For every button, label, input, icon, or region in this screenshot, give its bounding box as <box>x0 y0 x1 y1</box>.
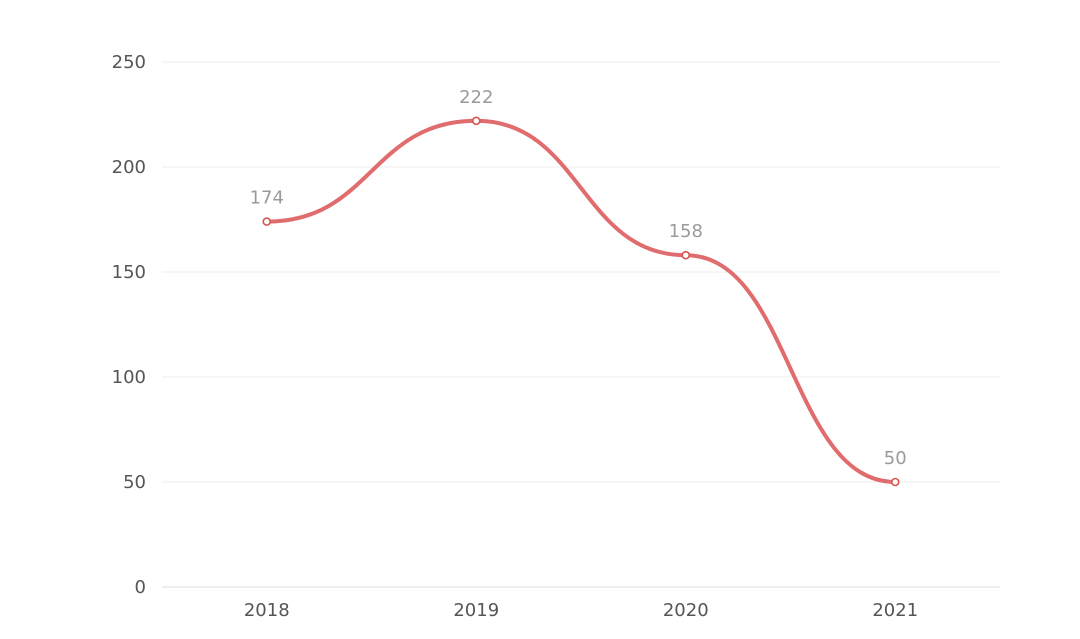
y-tick-label: 150 <box>112 262 146 283</box>
data-point[interactable] <box>890 477 900 487</box>
data-label: 174 <box>250 188 284 209</box>
data-label: 50 <box>884 448 907 469</box>
data-value-labels: 174 222 158 50 <box>250 87 907 469</box>
data-point[interactable] <box>262 217 272 226</box>
y-tick-label: 100 <box>112 367 146 388</box>
data-label: 222 <box>459 87 493 108</box>
y-axis-tick-labels: 0 50 100 150 200 250 <box>112 52 146 598</box>
x-tick-label: 2019 <box>453 600 499 621</box>
grid-lines <box>162 61 1000 588</box>
x-tick-label: 2020 <box>663 600 709 621</box>
data-label: 158 <box>669 221 703 242</box>
x-tick-label: 2018 <box>244 600 290 621</box>
y-tick-label: 0 <box>135 577 146 598</box>
data-point[interactable] <box>681 250 691 260</box>
data-point[interactable] <box>471 116 481 126</box>
x-axis-tick-labels: 2018 2019 2020 2021 <box>244 600 918 621</box>
series-line <box>264 118 898 484</box>
y-tick-label: 50 <box>123 472 146 493</box>
x-tick-label: 2021 <box>872 600 918 621</box>
data-point-markers <box>262 116 900 487</box>
y-tick-label: 250 <box>112 52 146 73</box>
y-tick-label: 200 <box>112 157 146 178</box>
series-line-group <box>264 118 898 484</box>
